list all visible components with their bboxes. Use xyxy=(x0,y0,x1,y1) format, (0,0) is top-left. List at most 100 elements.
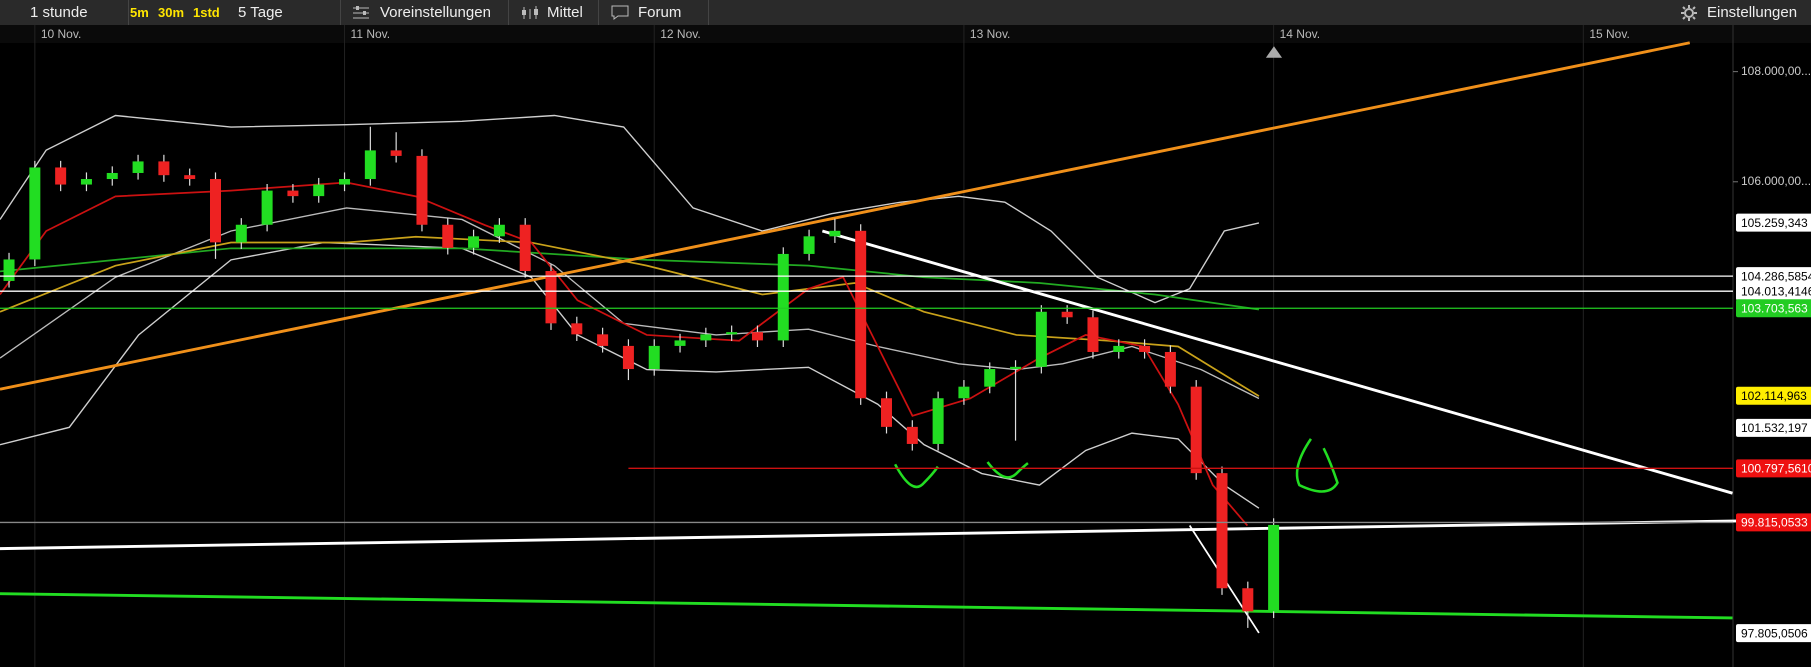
price-label-box xyxy=(1736,418,1811,437)
candle-body xyxy=(1113,345,1125,352)
candle-body xyxy=(984,369,996,387)
settings[interactable]: Einstellungen xyxy=(1707,4,1798,21)
candle-body xyxy=(1268,524,1280,612)
price-label-box xyxy=(1736,282,1811,301)
x-tick-label: 11 Nov. xyxy=(351,27,391,41)
separator xyxy=(340,0,341,25)
candle-body xyxy=(958,386,970,399)
candle-body xyxy=(364,150,376,180)
candle-body xyxy=(158,161,170,176)
range[interactable]: 5 Tage xyxy=(238,4,283,21)
y-tick-label: 106.000,00... xyxy=(1741,174,1811,188)
price-label: 102.114,963 xyxy=(1741,389,1807,403)
candle-body xyxy=(132,161,144,173)
candle-body xyxy=(622,345,634,370)
separator xyxy=(128,0,129,25)
moving-average-green xyxy=(0,247,1260,311)
candle-body xyxy=(55,167,67,185)
y-tick-label: 108.000,00... xyxy=(1741,64,1811,78)
drawing xyxy=(986,461,1029,479)
x-tick-label: 13 Nov. xyxy=(970,27,1010,41)
candle-body xyxy=(545,271,557,324)
candle-body xyxy=(80,179,92,185)
x-tick-label: 12 Nov. xyxy=(660,27,700,41)
bollinger-middle xyxy=(0,207,1260,400)
separator xyxy=(598,0,599,25)
candle-body xyxy=(674,340,686,346)
price-label: 104.286,5854 xyxy=(1741,269,1811,283)
candle-body xyxy=(468,236,480,248)
grid xyxy=(34,25,1584,667)
price-label: 99.815,0533 xyxy=(1741,516,1808,530)
candle-body xyxy=(235,224,247,243)
candle-body xyxy=(390,150,402,156)
candle-body xyxy=(1216,473,1228,589)
style-icon xyxy=(522,6,538,19)
trend-line xyxy=(0,41,1691,391)
candle-body xyxy=(1242,588,1254,612)
candle-body xyxy=(571,323,583,335)
candle-body xyxy=(881,398,893,427)
candle-body xyxy=(106,172,118,180)
period[interactable]: 30m xyxy=(158,5,185,20)
price-label: 97.805,0506 xyxy=(1741,626,1808,640)
candle-body xyxy=(700,334,712,341)
trend-line xyxy=(0,592,1733,620)
candle-body xyxy=(261,190,273,225)
marker xyxy=(1265,46,1283,58)
candle-body xyxy=(777,253,789,341)
candle-body xyxy=(184,175,196,180)
candle-body xyxy=(1190,386,1202,474)
candle-body xyxy=(1087,317,1099,352)
separator xyxy=(508,0,509,25)
indicators xyxy=(0,41,1811,634)
date-axis xyxy=(0,25,1811,43)
candle-body xyxy=(442,224,454,248)
candle-body xyxy=(648,345,660,370)
candle-body xyxy=(3,259,15,281)
style[interactable]: Mittel xyxy=(547,4,583,21)
candle-body xyxy=(1010,366,1022,370)
candle-body xyxy=(1139,345,1151,352)
forum-icon xyxy=(611,5,629,20)
drawing xyxy=(1295,438,1339,493)
candle-body xyxy=(932,398,944,444)
x-tick-label: 10 Nov. xyxy=(41,27,81,41)
candle-body xyxy=(209,179,221,243)
bollinger-upper xyxy=(0,114,1260,304)
moving-average-red xyxy=(0,181,1249,527)
candle-body xyxy=(1164,351,1176,387)
x-tick-label: 14 Nov. xyxy=(1280,27,1320,41)
price-label-box xyxy=(1736,213,1811,232)
interval[interactable]: 1 stunde xyxy=(30,4,88,21)
candle-body xyxy=(906,426,918,444)
price-label: 101.532,197 xyxy=(1741,421,1808,435)
period[interactable]: 1std xyxy=(193,5,220,20)
trend-line xyxy=(0,518,1811,551)
candle-body xyxy=(726,332,738,335)
candle-body xyxy=(597,334,609,346)
candle-body xyxy=(339,179,351,185)
price-label-box xyxy=(1736,267,1811,286)
candle-body xyxy=(313,184,325,197)
candle-body xyxy=(416,155,428,225)
toolbar: 1 stunde 5m 30m 1std 5 Tage Voreinstellu… xyxy=(0,0,1811,25)
presets[interactable]: Voreinstellungen xyxy=(380,4,491,21)
price-label: 100.797,5610 xyxy=(1741,461,1811,475)
separator xyxy=(708,0,709,25)
candle-body xyxy=(803,236,815,254)
drawing xyxy=(894,463,939,489)
candle-body xyxy=(829,230,841,237)
settings-icon xyxy=(1681,5,1697,21)
candle-body xyxy=(855,230,867,399)
period[interactable]: 5m xyxy=(130,5,149,20)
forum[interactable]: Forum xyxy=(638,4,682,21)
price-label: 103.703,563 xyxy=(1741,301,1808,315)
price-label-box xyxy=(1736,299,1811,318)
candle-body xyxy=(493,224,505,237)
price-label-box xyxy=(1736,513,1811,532)
trend-line xyxy=(821,229,1733,495)
bollinger-lower xyxy=(0,241,1260,509)
